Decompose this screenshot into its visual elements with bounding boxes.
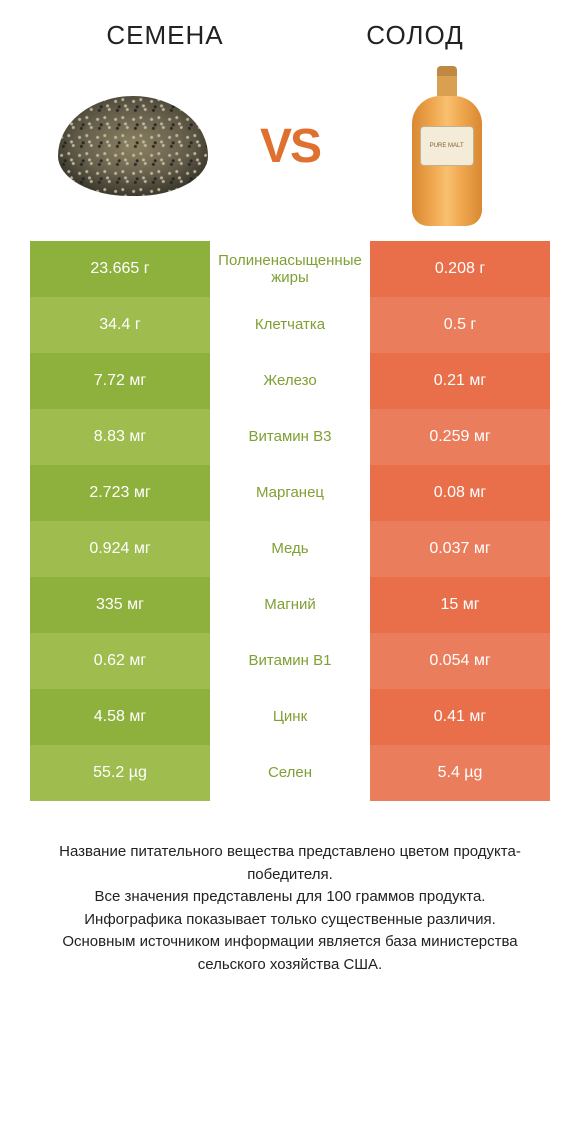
table-row: 23.665 гПолиненасыщенные жиры0.208 г — [30, 241, 550, 297]
malt-image: PURE MALT — [367, 81, 527, 211]
value-left: 55.2 µg — [30, 745, 210, 801]
footer-note: Название питательного вещества представл… — [0, 801, 580, 976]
table-row: 55.2 µgСелен5.4 µg — [30, 745, 550, 801]
nutrient-label: Витамин B3 — [210, 409, 370, 465]
nutrient-label: Медь — [210, 521, 370, 577]
seeds-icon — [58, 96, 208, 196]
nutrient-label: Селен — [210, 745, 370, 801]
infographic: СЕМЕНА СОЛОД VS PURE MALT 23.665 гПолине… — [0, 0, 580, 1144]
nutrient-table: 23.665 гПолиненасыщенные жиры0.208 г34.4… — [0, 241, 580, 801]
nutrient-label: Полиненасыщенные жиры — [210, 241, 370, 297]
value-right: 0.08 мг — [370, 465, 550, 521]
value-left: 2.723 мг — [30, 465, 210, 521]
nutrient-label: Цинк — [210, 689, 370, 745]
value-right: 0.5 г — [370, 297, 550, 353]
table-row: 335 мгМагний15 мг — [30, 577, 550, 633]
bottle-icon: PURE MALT — [412, 66, 482, 226]
value-left: 335 мг — [30, 577, 210, 633]
value-left: 0.62 мг — [30, 633, 210, 689]
bottle-label: PURE MALT — [420, 126, 474, 166]
seeds-image — [53, 81, 213, 211]
value-left: 4.58 мг — [30, 689, 210, 745]
value-left: 23.665 г — [30, 241, 210, 297]
table-row: 4.58 мгЦинк0.41 мг — [30, 689, 550, 745]
value-left: 7.72 мг — [30, 353, 210, 409]
table-row: 2.723 мгМарганец0.08 мг — [30, 465, 550, 521]
nutrient-label: Марганец — [210, 465, 370, 521]
table-row: 34.4 гКлетчатка0.5 г — [30, 297, 550, 353]
table-row: 0.924 мгМедь0.037 мг — [30, 521, 550, 577]
value-right: 0.41 мг — [370, 689, 550, 745]
table-row: 8.83 мгВитамин B30.259 мг — [30, 409, 550, 465]
image-row: VS PURE MALT — [0, 61, 580, 241]
nutrient-label: Железо — [210, 353, 370, 409]
value-right: 0.037 мг — [370, 521, 550, 577]
table-row: 7.72 мгЖелезо0.21 мг — [30, 353, 550, 409]
vs-label: VS — [260, 119, 320, 174]
value-right: 0.21 мг — [370, 353, 550, 409]
nutrient-label: Магний — [210, 577, 370, 633]
header-left: СЕМЕНА — [40, 20, 290, 51]
value-left: 34.4 г — [30, 297, 210, 353]
value-left: 8.83 мг — [30, 409, 210, 465]
value-right: 0.054 мг — [370, 633, 550, 689]
value-right: 0.208 г — [370, 241, 550, 297]
value-right: 0.259 мг — [370, 409, 550, 465]
nutrient-label: Клетчатка — [210, 297, 370, 353]
header-row: СЕМЕНА СОЛОД — [0, 0, 580, 61]
table-row: 0.62 мгВитамин B10.054 мг — [30, 633, 550, 689]
value-left: 0.924 мг — [30, 521, 210, 577]
value-right: 5.4 µg — [370, 745, 550, 801]
nutrient-label: Витамин B1 — [210, 633, 370, 689]
value-right: 15 мг — [370, 577, 550, 633]
header-right: СОЛОД — [290, 20, 540, 51]
